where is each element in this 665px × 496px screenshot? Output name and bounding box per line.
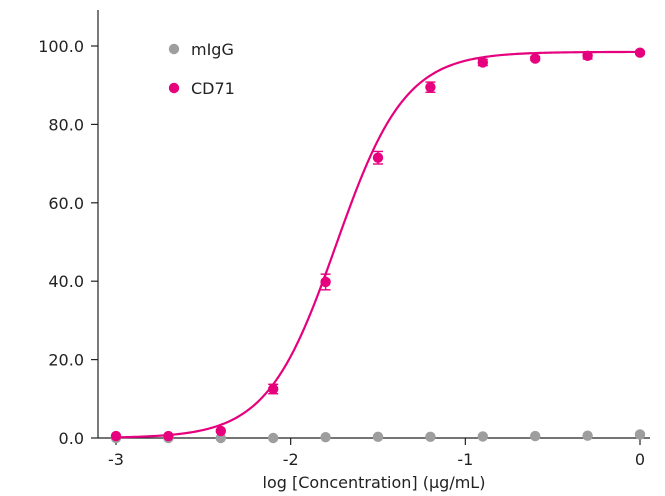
data-point-cd71 — [372, 152, 384, 163]
data-point-cd71 — [320, 276, 331, 288]
data-point-migg — [425, 431, 436, 443]
data-point-cd71 — [215, 425, 226, 437]
legend: mIgG CD71 — [168, 40, 235, 98]
x-axis-title: log [Concentration] (µg/mL) — [263, 473, 486, 492]
legend-label-migg: mIgG — [191, 40, 234, 59]
data-point-cd71 — [425, 81, 436, 93]
data-point-migg — [530, 430, 541, 442]
x-tick-label: 0 — [635, 450, 645, 469]
data-point-cd71 — [163, 430, 174, 442]
fit-curve-cd71 — [115, 50, 640, 439]
x-tick-label: -2 — [283, 450, 299, 469]
legend-marker-migg — [168, 43, 180, 55]
data-point-migg — [477, 431, 488, 442]
y-tick-label: 100.0 — [38, 37, 84, 56]
data-point-migg — [634, 429, 646, 440]
data-point-cd71 — [582, 50, 593, 61]
data-point-migg — [320, 432, 331, 443]
data-point-migg — [582, 430, 593, 441]
y-tick-label: 60.0 — [48, 194, 84, 213]
series-cd71 — [110, 47, 646, 442]
y-tick-label: 0.0 — [59, 429, 84, 448]
data-point-cd71 — [477, 57, 488, 68]
series-layer — [110, 47, 646, 444]
data-point-cd71 — [268, 383, 279, 395]
x-axis: -3 -2 -1 0 — [98, 437, 650, 469]
data-point-cd71 — [634, 47, 646, 58]
x-tick-label: -3 — [108, 450, 124, 469]
data-point-migg — [268, 432, 279, 444]
legend-marker-cd71 — [168, 82, 180, 94]
legend-label-cd71: CD71 — [191, 79, 235, 98]
data-point-migg — [372, 431, 384, 443]
y-tick-label: 20.0 — [48, 351, 84, 370]
x-tick-label: -1 — [457, 450, 473, 469]
y-tick-label: 80.0 — [48, 115, 84, 134]
data-point-cd71 — [530, 53, 541, 64]
data-point-cd71 — [110, 430, 122, 442]
y-tick-label: 40.0 — [48, 272, 84, 291]
y-axis: 0.0 20.0 40.0 60.0 80.0 100.0 — [38, 10, 99, 448]
